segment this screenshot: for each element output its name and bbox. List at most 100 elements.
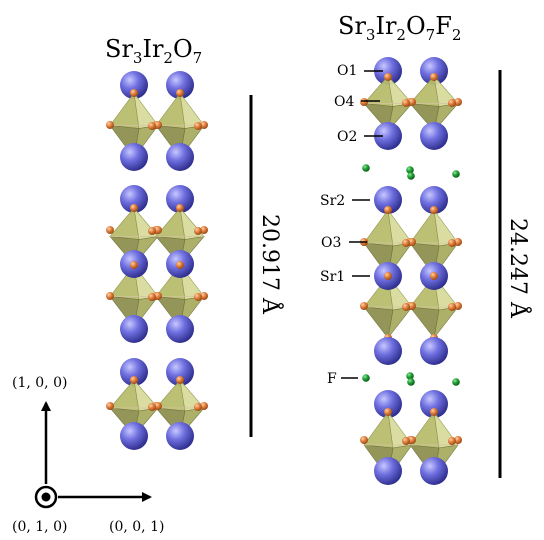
oxygen-atom [384, 73, 392, 81]
oxygen-atom [408, 302, 416, 310]
fluorine-atom [407, 378, 415, 386]
fluorine-atom [407, 172, 415, 180]
oxygen-atom [402, 303, 410, 311]
label-o3: O3 [321, 235, 341, 251]
oxygen-atom [408, 238, 416, 246]
sr-atom [420, 57, 448, 85]
sr-atom [374, 390, 402, 418]
oxygen-atom [176, 89, 184, 97]
atom-labels: O1 O4 O2 Sr2 O3 Sr1 F [320, 63, 383, 387]
oxygen-atom [454, 238, 462, 246]
label-f: F [327, 371, 337, 387]
oxygen-atom [200, 121, 208, 129]
sr-atom [420, 122, 448, 150]
sr-atom [420, 457, 448, 485]
oxygen-atom [106, 226, 114, 234]
sr-atom [374, 186, 402, 214]
oxygen-atom [200, 402, 208, 410]
fluorine-atom [362, 374, 370, 382]
oxygen-atom [200, 292, 208, 300]
oxygen-atom [194, 293, 202, 301]
oxygen-atom [430, 73, 438, 81]
axis-indicator: (1, 0, 0) (0, 1, 0) (0, 0, 1) [12, 375, 164, 535]
oxygen-atom [430, 408, 438, 416]
sr-atom [166, 358, 194, 386]
oxygen-atom [130, 261, 138, 269]
axis-up-label: (1, 0, 0) [12, 375, 67, 391]
label-o2: O2 [337, 129, 357, 145]
oxygen-atom [194, 227, 202, 235]
sr-atom [374, 337, 402, 365]
oxygen-atom [448, 239, 456, 247]
right-title: Sr3Ir2O7F2 [338, 12, 461, 44]
sr-atom [166, 422, 194, 450]
oxygen-atom [148, 293, 156, 301]
crystal-structures [106, 57, 462, 485]
oxygen-atom [430, 206, 438, 214]
oxygen-atom [130, 204, 138, 212]
fluorine-atom [362, 164, 370, 172]
sr-atom [374, 457, 402, 485]
oxygen-atom [200, 226, 208, 234]
right-dimension-label: 24.247 Å [505, 218, 533, 319]
oxygen-atom [408, 98, 416, 106]
sr-atom [374, 122, 402, 150]
oxygen-atom [176, 261, 184, 269]
oxygen-atom [360, 302, 368, 310]
oxygen-atom [130, 89, 138, 97]
oxygen-atom [360, 98, 368, 106]
oxygen-atom [106, 121, 114, 129]
sr-atom [120, 315, 148, 343]
axis-out-dot [41, 492, 51, 502]
sr-atom [374, 57, 402, 85]
sr-atom [166, 71, 194, 99]
sr-atom [120, 71, 148, 99]
oxygen-atom [454, 302, 462, 310]
oxygen-atom [176, 376, 184, 384]
fluorine-atom [452, 378, 460, 386]
oxygen-atom [148, 227, 156, 235]
oxygen-atom [384, 206, 392, 214]
sr-atom [166, 315, 194, 343]
fluorine-atom [406, 372, 414, 380]
left-dimension-label: 20.917 Å [257, 214, 285, 315]
oxygen-atom [384, 272, 392, 280]
axis-out-label: (0, 1, 0) [12, 519, 67, 535]
oxygen-atom [408, 436, 416, 444]
sr-atom [166, 143, 194, 171]
sr-atom [420, 337, 448, 365]
oxygen-atom [448, 303, 456, 311]
oxygen-atom [106, 292, 114, 300]
oxygen-atom [454, 98, 462, 106]
oxygen-atom [154, 226, 162, 234]
oxygen-atom [402, 437, 410, 445]
sr-atom [120, 358, 148, 386]
fluorine-atom [406, 166, 414, 174]
oxygen-atom [106, 402, 114, 410]
label-sr2: Sr2 [320, 193, 345, 209]
oxygen-atom [384, 408, 392, 416]
oxygen-atom [448, 99, 456, 107]
label-o4: O4 [334, 94, 354, 110]
label-o1: O1 [337, 63, 357, 79]
oxygen-atom [148, 403, 156, 411]
oxygen-atom [402, 239, 410, 247]
oxygen-atom [402, 99, 410, 107]
sr-atom [120, 185, 148, 213]
oxygen-atom [176, 204, 184, 212]
oxygen-atom [154, 121, 162, 129]
sr-atom [166, 185, 194, 213]
oxygen-atom [360, 436, 368, 444]
oxygen-atom [154, 292, 162, 300]
label-sr1: Sr1 [320, 269, 345, 285]
oxygen-atom [154, 402, 162, 410]
sr-atom [420, 390, 448, 418]
oxygen-atom [194, 122, 202, 130]
oxygen-atom [130, 376, 138, 384]
oxygen-atom [148, 122, 156, 130]
oxygen-atom [194, 403, 202, 411]
axis-right-label: (0, 0, 1) [109, 519, 164, 535]
oxygen-atom [430, 272, 438, 280]
